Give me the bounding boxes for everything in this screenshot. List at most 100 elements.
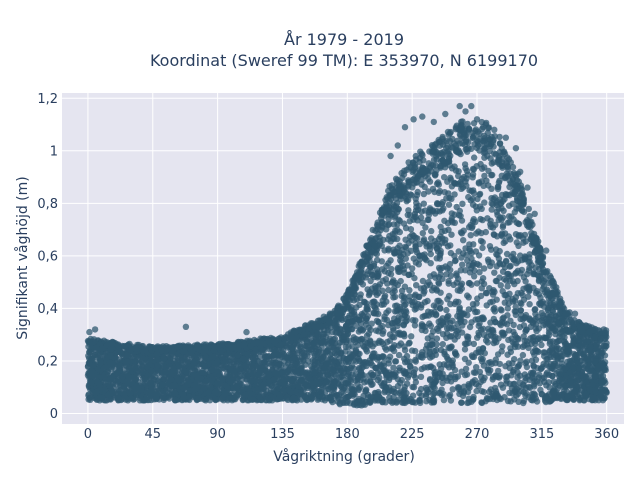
data-point <box>363 363 369 369</box>
data-point <box>481 389 487 395</box>
data-point <box>392 294 398 300</box>
data-point <box>538 342 544 348</box>
data-point <box>408 333 414 339</box>
data-point <box>283 369 289 375</box>
data-point <box>319 357 325 363</box>
data-point <box>496 255 502 261</box>
data-point <box>397 304 403 310</box>
data-point <box>409 231 415 237</box>
data-point <box>471 341 477 347</box>
data-point <box>460 237 466 243</box>
data-point <box>388 388 394 394</box>
data-point <box>437 300 443 306</box>
data-point <box>512 256 518 262</box>
data-point <box>507 263 513 269</box>
data-point <box>411 372 417 378</box>
data-point <box>436 390 442 396</box>
data-point <box>447 175 453 181</box>
data-point <box>466 385 472 391</box>
data-point <box>507 345 513 351</box>
data-point <box>419 354 425 360</box>
data-point <box>501 240 507 246</box>
data-point <box>266 353 272 359</box>
data-point <box>363 305 369 311</box>
data-point <box>416 390 422 396</box>
data-point <box>474 309 480 315</box>
data-point <box>465 194 471 200</box>
data-point <box>415 301 421 307</box>
data-point <box>466 294 472 300</box>
data-point <box>424 342 430 348</box>
data-point <box>503 258 509 264</box>
data-point <box>489 206 495 212</box>
data-point <box>472 316 478 322</box>
data-point <box>368 382 374 388</box>
data-point <box>505 219 511 225</box>
data-point <box>201 385 207 391</box>
data-point <box>428 228 434 234</box>
data-point <box>438 224 444 230</box>
data-point <box>399 288 405 294</box>
data-point <box>133 374 139 380</box>
data-point <box>535 349 541 355</box>
data-point <box>396 269 402 275</box>
data-point <box>479 217 485 223</box>
data-point <box>375 319 381 325</box>
data-point <box>413 282 419 288</box>
data-point <box>425 217 431 223</box>
data-point <box>431 309 437 315</box>
data-point <box>179 362 185 368</box>
data-point <box>219 354 225 360</box>
data-point <box>519 267 525 273</box>
data-point <box>439 375 445 381</box>
data-point <box>534 288 540 294</box>
data-point <box>517 300 523 306</box>
data-point <box>480 275 486 281</box>
data-point <box>495 351 501 357</box>
data-point <box>477 191 483 197</box>
data-point <box>396 342 402 348</box>
data-point <box>394 236 400 242</box>
data-point <box>409 237 415 243</box>
data-point <box>526 283 532 289</box>
data-point <box>441 174 447 180</box>
data-point <box>494 397 500 403</box>
data-point <box>375 370 381 376</box>
data-point <box>453 299 459 305</box>
data-point <box>514 219 520 225</box>
data-point <box>257 366 263 372</box>
data-point <box>488 186 494 192</box>
data-point <box>288 389 294 395</box>
data-point <box>504 283 510 289</box>
data-point <box>490 298 496 304</box>
data-point <box>412 322 418 328</box>
data-point <box>412 366 418 372</box>
data-point <box>382 387 388 393</box>
data-point <box>538 300 544 306</box>
data-point <box>520 352 526 358</box>
data-point <box>396 352 402 358</box>
data-point <box>493 246 499 252</box>
data-point <box>437 305 443 311</box>
data-point <box>398 392 404 398</box>
data-point <box>462 346 468 352</box>
data-point <box>421 191 427 197</box>
data-point <box>468 399 474 405</box>
data-point <box>445 344 451 350</box>
data-point <box>406 287 412 293</box>
data-point <box>420 278 426 284</box>
data-point <box>492 319 498 325</box>
data-point <box>391 371 397 377</box>
data-point <box>392 358 398 364</box>
data-point <box>231 372 237 378</box>
data-point <box>413 247 419 253</box>
data-point <box>415 189 421 195</box>
data-point <box>222 389 228 395</box>
data-point <box>471 260 477 266</box>
data-point <box>478 327 484 333</box>
data-point <box>489 259 495 265</box>
data-point <box>169 383 175 389</box>
data-point <box>475 228 481 234</box>
data-point <box>361 398 367 404</box>
data-point <box>391 221 397 227</box>
